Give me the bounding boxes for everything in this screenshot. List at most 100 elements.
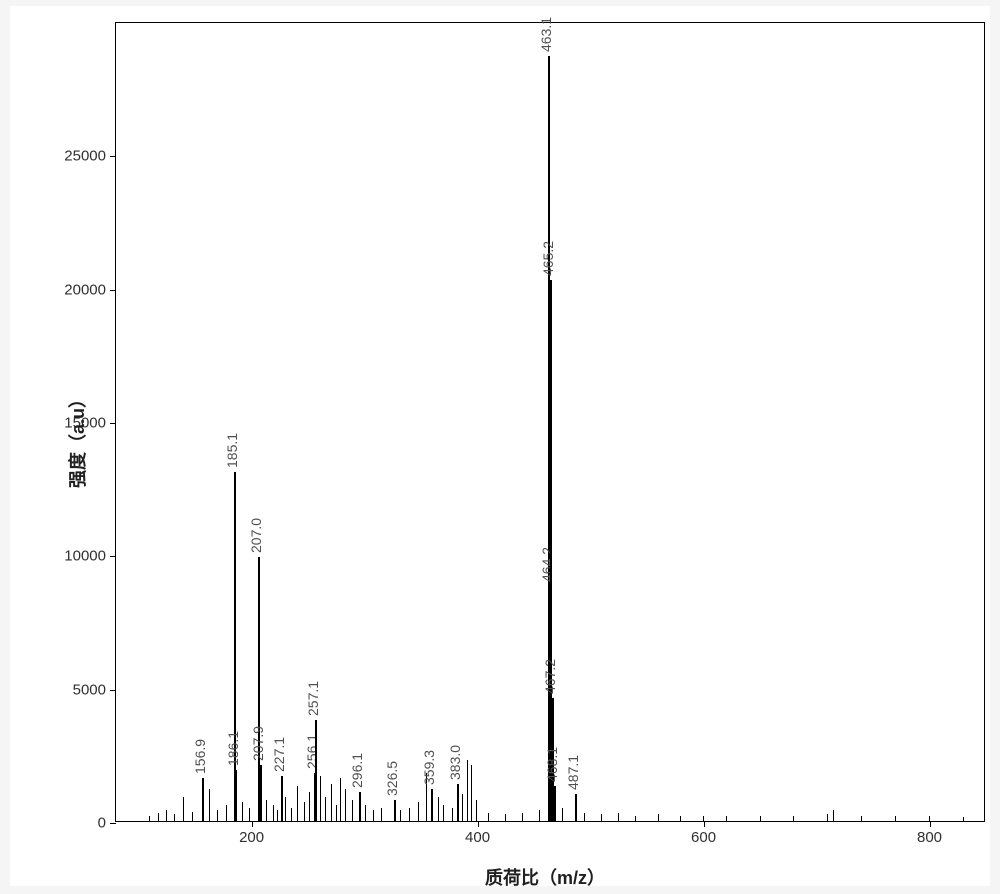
peak-label: 207.0 xyxy=(248,518,264,553)
noise-peak xyxy=(352,800,353,821)
noise-peak xyxy=(340,778,341,821)
x-axis-title: 质荷比（m/z） xyxy=(485,864,605,890)
peak xyxy=(457,784,459,821)
peak-label: 359.3 xyxy=(421,750,437,785)
noise-peak xyxy=(166,810,167,821)
peak xyxy=(260,765,262,821)
noise-peak xyxy=(226,805,227,821)
noise-peak xyxy=(861,816,862,821)
noise-peak xyxy=(471,765,472,821)
noise-peak xyxy=(833,810,834,821)
noise-peak xyxy=(209,789,210,821)
noise-peak xyxy=(174,814,175,821)
noise-peak xyxy=(703,816,704,821)
peak-label: 383.0 xyxy=(447,745,463,780)
peak-label: 467.2 xyxy=(542,659,558,694)
noise-peak xyxy=(373,810,374,821)
noise-peak xyxy=(680,816,681,821)
noise-peak xyxy=(273,805,274,821)
peak-label: 326.5 xyxy=(384,761,400,796)
peak-label: 207.9 xyxy=(250,726,266,761)
noise-peak xyxy=(601,814,602,821)
peak-label: 463.1 xyxy=(538,17,554,52)
chart-container: 0500010000150002000025000200400600800156… xyxy=(10,6,990,886)
peak xyxy=(315,720,317,821)
peak-label: 468.1 xyxy=(544,747,560,782)
peak-label: 185.1 xyxy=(224,433,240,468)
noise-peak xyxy=(618,813,619,821)
noise-peak xyxy=(658,814,659,821)
noise-peak xyxy=(217,810,218,821)
peak-label: 156.9 xyxy=(192,739,208,774)
peak xyxy=(281,776,283,821)
y-axis-title: 强度（a.u） xyxy=(64,390,90,488)
noise-peak xyxy=(277,810,278,821)
noise-peak xyxy=(291,808,292,821)
x-tick-label: 600 xyxy=(691,821,716,846)
peak-label: 257.1 xyxy=(305,681,321,716)
x-tick-label: 200 xyxy=(239,821,264,846)
noise-peak xyxy=(325,797,326,821)
x-tick-label: 800 xyxy=(917,821,942,846)
noise-peak xyxy=(726,816,727,821)
noise-peak xyxy=(793,816,794,821)
y-tick-label: 25000 xyxy=(64,148,116,165)
noise-peak xyxy=(242,802,243,821)
noise-peak xyxy=(381,808,382,821)
noise-peak xyxy=(635,816,636,821)
peak-label: 227.1 xyxy=(271,737,287,772)
peak xyxy=(234,472,236,821)
peak-label: 487.1 xyxy=(565,755,581,790)
noise-peak xyxy=(438,797,439,821)
noise-peak xyxy=(336,805,337,821)
noise-peak xyxy=(895,816,896,821)
noise-peak xyxy=(297,786,298,821)
noise-peak xyxy=(452,808,453,821)
noise-peak xyxy=(467,760,468,821)
noise-peak xyxy=(963,817,964,821)
noise-peak xyxy=(929,816,930,821)
peak xyxy=(394,800,396,821)
peak-label: 296.1 xyxy=(349,753,365,788)
noise-peak xyxy=(285,797,286,821)
noise-peak xyxy=(304,802,305,821)
noise-peak xyxy=(505,814,506,821)
noise-peak xyxy=(158,813,159,821)
noise-peak xyxy=(522,813,523,821)
noise-peak xyxy=(149,816,150,821)
noise-peak xyxy=(827,814,828,821)
noise-peak xyxy=(249,808,250,821)
noise-peak xyxy=(760,816,761,821)
noise-peak xyxy=(584,813,585,821)
y-tick-label: 5000 xyxy=(73,681,116,698)
noise-peak xyxy=(365,805,366,821)
peak-label: 186.1 xyxy=(225,731,241,766)
noise-peak xyxy=(400,810,401,821)
noise-peak xyxy=(183,797,184,821)
noise-peak xyxy=(539,810,540,821)
noise-peak xyxy=(266,800,267,821)
peak-label: 256.1 xyxy=(304,734,320,769)
peak-label: 464.2 xyxy=(539,547,555,582)
peak xyxy=(359,792,361,821)
noise-peak xyxy=(331,784,332,821)
noise-peak xyxy=(409,808,410,821)
noise-peak xyxy=(462,794,463,821)
peak xyxy=(554,786,556,821)
peak xyxy=(235,770,237,821)
peak xyxy=(575,794,577,821)
peak xyxy=(202,778,204,821)
y-tick-label: 0 xyxy=(98,815,116,832)
peak-label: 465.2 xyxy=(540,241,556,276)
noise-peak xyxy=(488,813,489,821)
noise-peak xyxy=(443,805,444,821)
noise-peak xyxy=(345,789,346,821)
y-tick-label: 10000 xyxy=(64,548,116,565)
plot-area: 0500010000150002000025000200400600800156… xyxy=(115,22,985,822)
noise-peak xyxy=(192,812,193,821)
noise-peak xyxy=(418,802,419,821)
noise-peak xyxy=(309,792,310,821)
x-tick-label: 400 xyxy=(465,821,490,846)
noise-peak xyxy=(320,776,321,821)
y-tick-label: 20000 xyxy=(64,281,116,298)
